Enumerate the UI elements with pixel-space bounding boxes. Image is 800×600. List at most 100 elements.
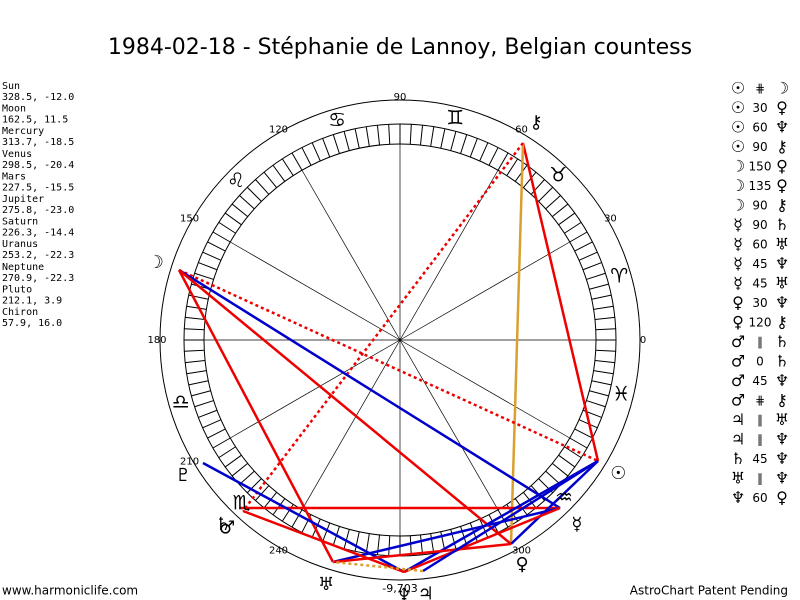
aspect-type: 30 bbox=[752, 296, 767, 310]
house-line bbox=[399, 339, 570, 439]
ring-tick bbox=[301, 147, 312, 166]
degree-label: 210 bbox=[180, 457, 199, 468]
aspect-line bbox=[242, 509, 405, 574]
planet-glyph: ♀ bbox=[516, 554, 529, 575]
aspect-planet: ☿ bbox=[733, 274, 743, 293]
aspect-type: 60 bbox=[752, 491, 767, 505]
ring-tick bbox=[409, 124, 412, 145]
ring-tick bbox=[263, 171, 278, 188]
ring-tick bbox=[469, 138, 478, 158]
ring-tick bbox=[589, 390, 609, 397]
zodiac-glyph: ♎ bbox=[172, 389, 190, 413]
ring-tick bbox=[332, 134, 340, 154]
aspect-planet: ⚷ bbox=[776, 391, 788, 410]
aspect-line bbox=[332, 542, 512, 564]
planet-glyph: ♅ bbox=[318, 574, 334, 595]
ring-tick bbox=[578, 251, 598, 261]
ring-tick bbox=[545, 195, 561, 210]
ring-tick bbox=[586, 272, 606, 280]
ring-tick bbox=[589, 283, 609, 290]
ring-tick bbox=[255, 179, 270, 195]
aspect-planet: ☽ bbox=[731, 196, 745, 215]
planet-glyph: ☉ bbox=[610, 463, 626, 484]
ring-tick bbox=[574, 241, 593, 252]
aspect-planet: ♄ bbox=[731, 449, 745, 468]
planet-name: Neptune bbox=[2, 262, 44, 273]
ring-tick bbox=[388, 535, 391, 556]
ring-tick bbox=[322, 522, 331, 542]
aspect-type: 60 bbox=[752, 121, 767, 135]
aspect-type: ∥ bbox=[757, 433, 763, 447]
aspect-planet: ♆ bbox=[775, 293, 789, 312]
title: 1984-02-18 - Stéphanie de Lannoy, Belgia… bbox=[108, 35, 692, 60]
ring-tick bbox=[388, 124, 391, 145]
ring-tick bbox=[224, 454, 242, 468]
planet-coords: 212.1, 3.9 bbox=[2, 295, 62, 306]
ring-tick bbox=[184, 349, 205, 352]
degree-label: 60 bbox=[515, 125, 528, 136]
ring-tick bbox=[365, 126, 370, 147]
ring-tick bbox=[198, 409, 218, 418]
house-line bbox=[301, 170, 401, 341]
ring-tick bbox=[582, 262, 602, 271]
ring-tick bbox=[343, 131, 350, 151]
ring-tick bbox=[593, 370, 614, 375]
ring-tick bbox=[594, 359, 615, 364]
ring-tick bbox=[552, 462, 569, 477]
ring-tick bbox=[322, 138, 331, 158]
planet-coords: 57.9, 16.0 bbox=[2, 318, 62, 329]
ring-tick bbox=[430, 126, 435, 147]
planet-glyph: ♂ bbox=[219, 518, 235, 539]
zodiac-glyph: ♈ bbox=[610, 264, 628, 288]
ring-tick bbox=[218, 446, 236, 459]
aspect-type: 45 bbox=[752, 452, 767, 466]
ring-tick bbox=[558, 454, 576, 468]
planet-coords: 313.7, -18.5 bbox=[2, 137, 74, 148]
planet-coords: 253.2, -22.3 bbox=[2, 250, 74, 261]
house-line bbox=[399, 170, 499, 341]
planet-name: Moon bbox=[2, 104, 26, 115]
ring-tick bbox=[514, 498, 528, 516]
aspect-planet: ♅ bbox=[775, 235, 789, 254]
ring-tick bbox=[354, 128, 360, 149]
ring-tick bbox=[231, 462, 248, 477]
degree-label: 30 bbox=[604, 214, 617, 225]
zodiac-glyph: ♒ bbox=[555, 485, 573, 509]
ring-tick bbox=[522, 171, 537, 188]
ring-tick bbox=[479, 518, 489, 538]
aspect-type: 60 bbox=[752, 238, 767, 252]
aspect-type: 90 bbox=[752, 140, 767, 154]
aspect-type: 45 bbox=[752, 257, 767, 271]
footer-right: AstroChart Patent Pending bbox=[630, 584, 788, 598]
planet-name: Uranus bbox=[2, 239, 38, 250]
aspect-planet: ☿ bbox=[733, 254, 743, 273]
ring-tick bbox=[430, 533, 435, 554]
aspect-planet: ♀ bbox=[776, 98, 788, 117]
planet-name: Mercury bbox=[2, 126, 44, 137]
planet-name: Jupiter bbox=[2, 194, 44, 205]
aspect-planet: ♆ bbox=[775, 449, 789, 468]
ring-tick bbox=[365, 533, 370, 554]
ring-tick bbox=[409, 535, 412, 556]
ring-tick bbox=[593, 305, 614, 310]
ring-tick bbox=[311, 142, 321, 162]
ring-tick bbox=[591, 380, 612, 386]
aspect-planet: ⚷ bbox=[776, 196, 788, 215]
ring-tick bbox=[376, 125, 381, 146]
ring-tick bbox=[460, 134, 468, 154]
ring-tick bbox=[281, 158, 294, 176]
ring-tick bbox=[497, 509, 509, 528]
planet-name: Venus bbox=[2, 149, 32, 160]
aspect-planet: ☽ bbox=[775, 79, 789, 98]
ring-tick bbox=[212, 437, 231, 449]
planet-name: Sun bbox=[2, 81, 20, 92]
aspect-planet: ♂ bbox=[731, 352, 745, 371]
planet-coords: 298.5, -20.4 bbox=[2, 160, 74, 171]
house-line bbox=[230, 241, 401, 341]
aspect-type: ⋕ bbox=[755, 82, 765, 96]
planet-glyph: ♇ bbox=[175, 465, 191, 486]
ring-tick bbox=[558, 212, 576, 226]
ring-tick bbox=[564, 446, 582, 459]
ring-tick bbox=[497, 152, 509, 171]
